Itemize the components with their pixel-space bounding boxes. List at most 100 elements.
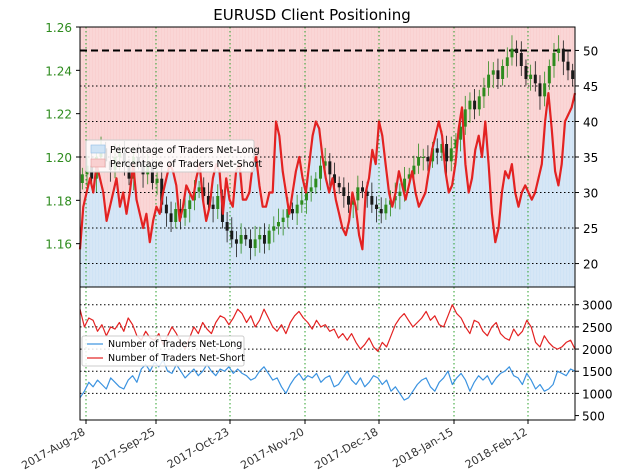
candle-body (561, 48, 565, 62)
candle-body (552, 53, 556, 66)
candle-body (421, 157, 425, 158)
candle-body (183, 209, 187, 218)
candle-body (543, 83, 547, 97)
candle-body (361, 187, 365, 192)
candle-body (295, 204, 299, 214)
price-tick-label: 1.18 (45, 194, 72, 208)
candle-body (248, 239, 252, 248)
date-tick-label: 2018-Feb-12 (463, 425, 530, 471)
legend-label-net-long: Number of Traders Net-Long (108, 339, 242, 350)
candle-body (155, 178, 159, 183)
candle-body (533, 74, 537, 84)
candle-body (258, 235, 262, 240)
candle-body (164, 204, 168, 214)
candle-body (323, 161, 327, 166)
percent-tick-label: 20 (583, 258, 598, 272)
count-tick-label: 2500 (582, 321, 613, 335)
percent-tick-label: 50 (583, 44, 598, 58)
count-tick-label: 3000 (582, 299, 613, 313)
candle-body (314, 178, 318, 188)
candle-body (267, 230, 271, 244)
candle-body (412, 165, 416, 175)
legend-box (85, 139, 255, 173)
candle-body (286, 209, 290, 218)
candle-body (319, 165, 322, 179)
candle-body (216, 196, 220, 209)
candle-body (403, 178, 407, 192)
candle-body (384, 204, 388, 214)
date-tick-label: 2017-Dec-18 (312, 425, 380, 472)
candle-body (174, 209, 178, 222)
legend-label-net-short: Percentage of Traders Net-Short (110, 159, 262, 170)
bottom-legend: Number of Traders Net-Long Number of Trad… (81, 335, 245, 367)
bottom-panel: 500 1000 1500 2000 2500 3000 Number of Traders… (79, 286, 613, 424)
candle-body (290, 209, 294, 214)
price-tick-label: 1.26 (45, 21, 72, 35)
candle-body (356, 187, 360, 201)
count-tick-label: 2000 (582, 343, 613, 357)
candle-body (547, 66, 551, 84)
count-tick-label: 1000 (582, 387, 613, 401)
candle-body (435, 148, 439, 153)
candle-body (197, 187, 201, 192)
candle-body (328, 161, 332, 175)
date-tick-label: 2017-Nov-20 (238, 425, 306, 472)
candle-body (300, 200, 304, 205)
candle-body (276, 222, 280, 227)
candle-body (160, 178, 164, 205)
candle-body (417, 157, 421, 166)
candle-body (150, 165, 154, 183)
date-tick-label: 2017-Sep-25 (90, 425, 158, 472)
candle-body (365, 191, 369, 196)
price-tick-label: 1.24 (45, 64, 72, 78)
price-tick-label: 1.16 (45, 238, 72, 252)
legend-swatch-net-short (90, 158, 106, 168)
candle-body (333, 174, 336, 183)
candle-body (347, 196, 351, 205)
candle-body (557, 48, 561, 53)
candle-body (431, 148, 435, 162)
legend-label-net-long: Percentage of Traders Net-Long (110, 145, 260, 156)
candle-body (80, 174, 84, 183)
candle-body (375, 204, 379, 209)
count-tick-label: 1500 (582, 365, 613, 379)
candle-body (538, 83, 542, 97)
percent-tick-label: 35 (583, 151, 598, 165)
candle-body (445, 144, 449, 162)
percent-tick-label: 30 (583, 187, 598, 201)
legend-box (81, 335, 245, 367)
candle-body (519, 53, 523, 66)
candle-body (566, 61, 570, 71)
chart-title: EURUSD Client Positioning (213, 6, 411, 24)
candle-body (309, 187, 313, 192)
candle-body (188, 200, 192, 209)
count-tick-label: 500 (582, 410, 605, 424)
candle-body (272, 226, 276, 231)
candle-body (487, 74, 491, 88)
candle-body (571, 70, 575, 79)
price-tick-label: 1.20 (45, 151, 72, 165)
candle-body (473, 100, 477, 110)
legend-swatch-net-long (90, 144, 106, 154)
percent-tick-label: 40 (583, 115, 598, 129)
net-long-percentage-line (78, 92, 577, 251)
candle-body (529, 74, 533, 79)
candle-body (398, 191, 402, 196)
date-axis: 2017-Aug-28 2017-Sep-25 2017-Oct-23 2017-No… (19, 420, 530, 472)
candle-body (281, 217, 285, 222)
candle-body (337, 183, 341, 188)
candle-body (468, 100, 472, 110)
candle-body (239, 235, 243, 244)
candle-body (225, 222, 229, 231)
candle-body (463, 109, 467, 127)
candle-body (342, 187, 346, 196)
candle-body (262, 235, 266, 244)
candle-body (370, 196, 374, 205)
candle-body (524, 66, 528, 79)
candle-body (505, 57, 509, 66)
top-panel: 1.16 1.18 1.20 1.22 1.24 1.26 20 25 30 35 40 45 50 Pe… (45, 21, 598, 288)
date-tick-label: 2017-Aug-28 (19, 425, 87, 472)
candle-body (244, 235, 248, 240)
bottom-panel-frame (79, 286, 576, 421)
